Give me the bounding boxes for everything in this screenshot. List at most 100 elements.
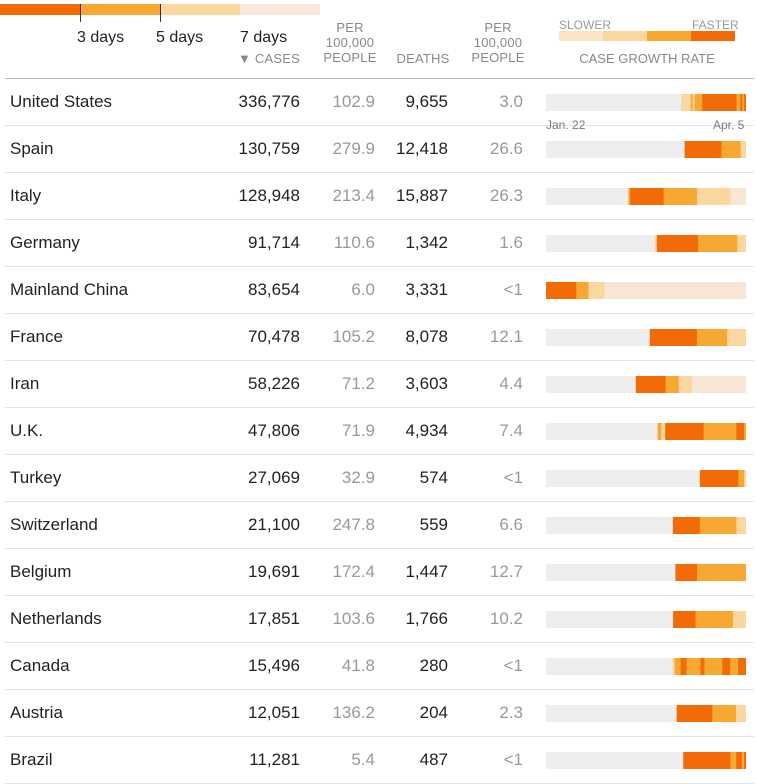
growth-day-cell: [700, 658, 703, 675]
growth-day-cell: [567, 423, 570, 440]
table-row[interactable]: Turkey 27,069 32.9 574 <1: [5, 455, 754, 502]
growth-day-cell: [653, 470, 656, 487]
growth-day-cell: [720, 188, 723, 205]
table-row[interactable]: U.K. 47,806 71.9 4,934 7.4: [5, 408, 754, 455]
growth-day-cell: [620, 564, 623, 581]
growth-day-cell: [561, 329, 564, 346]
growth-day-cell: [655, 423, 658, 440]
table-row[interactable]: Austria 12,051 136.2 204 2.3: [5, 690, 754, 737]
growth-day-cell: [686, 376, 689, 393]
growth-day-cell: [730, 752, 733, 769]
growth-day-cell: [639, 611, 642, 628]
table-row[interactable]: Germany 91,714 110.6 1,342 1.6: [5, 220, 754, 267]
header-per100k[interactable]: PER 100,000 PEOPLE: [318, 20, 382, 65]
growth-day-cell: [724, 517, 728, 534]
growth-day-cell: [641, 376, 644, 393]
legend-bar-7days: [160, 4, 240, 15]
growth-day-cell: [651, 282, 654, 299]
growth-day-cell: [585, 611, 588, 628]
growth-day-cell: [596, 423, 599, 440]
table-row[interactable]: Italy 128,948 213.4 15,887 26.3: [5, 173, 754, 220]
growth-day-cell: [710, 752, 714, 769]
growth-day-cell: [706, 329, 709, 346]
deaths-per100k-value: 26.6: [489, 139, 523, 158]
growth-day-cell: [576, 329, 579, 346]
growth-day-cell: [631, 376, 635, 393]
growth-day-cell: [620, 752, 623, 769]
table-row[interactable]: Brazil 11,281 5.4 487 <1: [5, 737, 754, 784]
growth-day-cell: [632, 329, 636, 346]
table-row[interactable]: Switzerland 21,100 247.8 559 6.6: [5, 502, 754, 549]
growth-day-cell: [557, 470, 560, 487]
growth-day-cell: [695, 141, 698, 158]
growth-day-cell: [574, 141, 577, 158]
table-row[interactable]: Spain 130,759 279.9 12,418 26.6: [5, 126, 754, 173]
growth-day-cell: [728, 423, 731, 440]
growth-day-cell: [549, 329, 553, 346]
growth-day-cell: [601, 470, 605, 487]
growth-day-cell: [684, 423, 687, 440]
growth-day-cell: [574, 282, 577, 299]
growth-day-cell: [603, 423, 606, 440]
growth-day-cell: [589, 564, 592, 581]
growth-day-cell: [626, 188, 629, 205]
growth-day-cell: [571, 658, 575, 675]
growth-day-cell: [686, 141, 689, 158]
growth-day-cell: [699, 423, 703, 440]
growth-day-cell: [557, 188, 561, 205]
growth-day-cell: [622, 188, 625, 205]
cases-value: 91,714: [248, 233, 300, 252]
growth-day-cell: [719, 141, 722, 158]
growth-day-cell: [691, 188, 694, 205]
growth-day-cell: [600, 282, 603, 299]
growth-day-cell: [725, 282, 729, 299]
growth-day-cell: [584, 423, 587, 440]
table-row[interactable]: Mainland China 83,654 6.0 3,331 <1: [5, 267, 754, 314]
growth-day-cell: [728, 235, 732, 252]
growth-day-cell: [572, 329, 575, 346]
header-deaths[interactable]: DEATHS: [393, 51, 453, 66]
growth-day-cell: [634, 564, 637, 581]
growth-day-cell: [700, 329, 703, 346]
growth-day-cell: [680, 658, 683, 675]
table-row[interactable]: Belgium 19,691 172.4 1,447 12.7: [5, 549, 754, 596]
growth-day-cell: [579, 188, 582, 205]
header-deaths-per100k[interactable]: PER 100,000 PEOPLE: [466, 20, 530, 65]
growth-day-cell: [609, 658, 612, 675]
growth-day-cell: [578, 235, 582, 252]
growth-day-cell: [590, 423, 593, 440]
growth-day-cell: [604, 752, 608, 769]
growth-day-cell: [641, 235, 645, 252]
growth-day-cell: [662, 705, 666, 722]
growth-day-cell: [672, 517, 676, 534]
growth-day-cell: [639, 705, 642, 722]
table-row[interactable]: Canada 15,496 41.8 280 <1: [5, 643, 754, 690]
growth-day-cell: [561, 94, 564, 111]
table-row[interactable]: United States 336,776 102.9 9,655 3.0 Jan. 22…: [5, 79, 754, 132]
growth-day-cell: [551, 329, 554, 346]
growth-day-cell: [676, 423, 680, 440]
growth-day-cell: [617, 705, 620, 722]
deaths-per100k-value: 12.7: [489, 562, 523, 581]
growth-day-cell: [647, 282, 650, 299]
deaths-per100k-value: 2.3: [499, 703, 523, 722]
table-row[interactable]: Netherlands 17,851 103.6 1,766 10.2: [5, 596, 754, 643]
country-name: Canada: [10, 656, 70, 675]
table-row[interactable]: France 70,478 105.2 8,078 12.1: [5, 314, 754, 361]
growth-day-cell: [655, 188, 659, 205]
growth-day-cell: [652, 611, 655, 628]
growth-day-cell: [691, 329, 694, 346]
table-row[interactable]: Iran 58,226 71.2 3,603 4.4: [5, 361, 754, 408]
cases-value: 336,776: [238, 92, 300, 111]
growth-day-cell: [730, 141, 733, 158]
growth-day-cell: [738, 705, 741, 722]
growth-day-cell: [740, 564, 743, 581]
growth-day-cell: [628, 752, 631, 769]
growth-day-cell: [698, 658, 701, 675]
growth-day-cell: [655, 517, 658, 534]
growth-day-cell: [578, 329, 581, 346]
header-cases[interactable]: ▼ CASES: [230, 51, 300, 66]
growth-day-cell: [549, 94, 553, 111]
growth-day-cell: [660, 658, 664, 675]
growth-day-cell: [551, 188, 555, 205]
